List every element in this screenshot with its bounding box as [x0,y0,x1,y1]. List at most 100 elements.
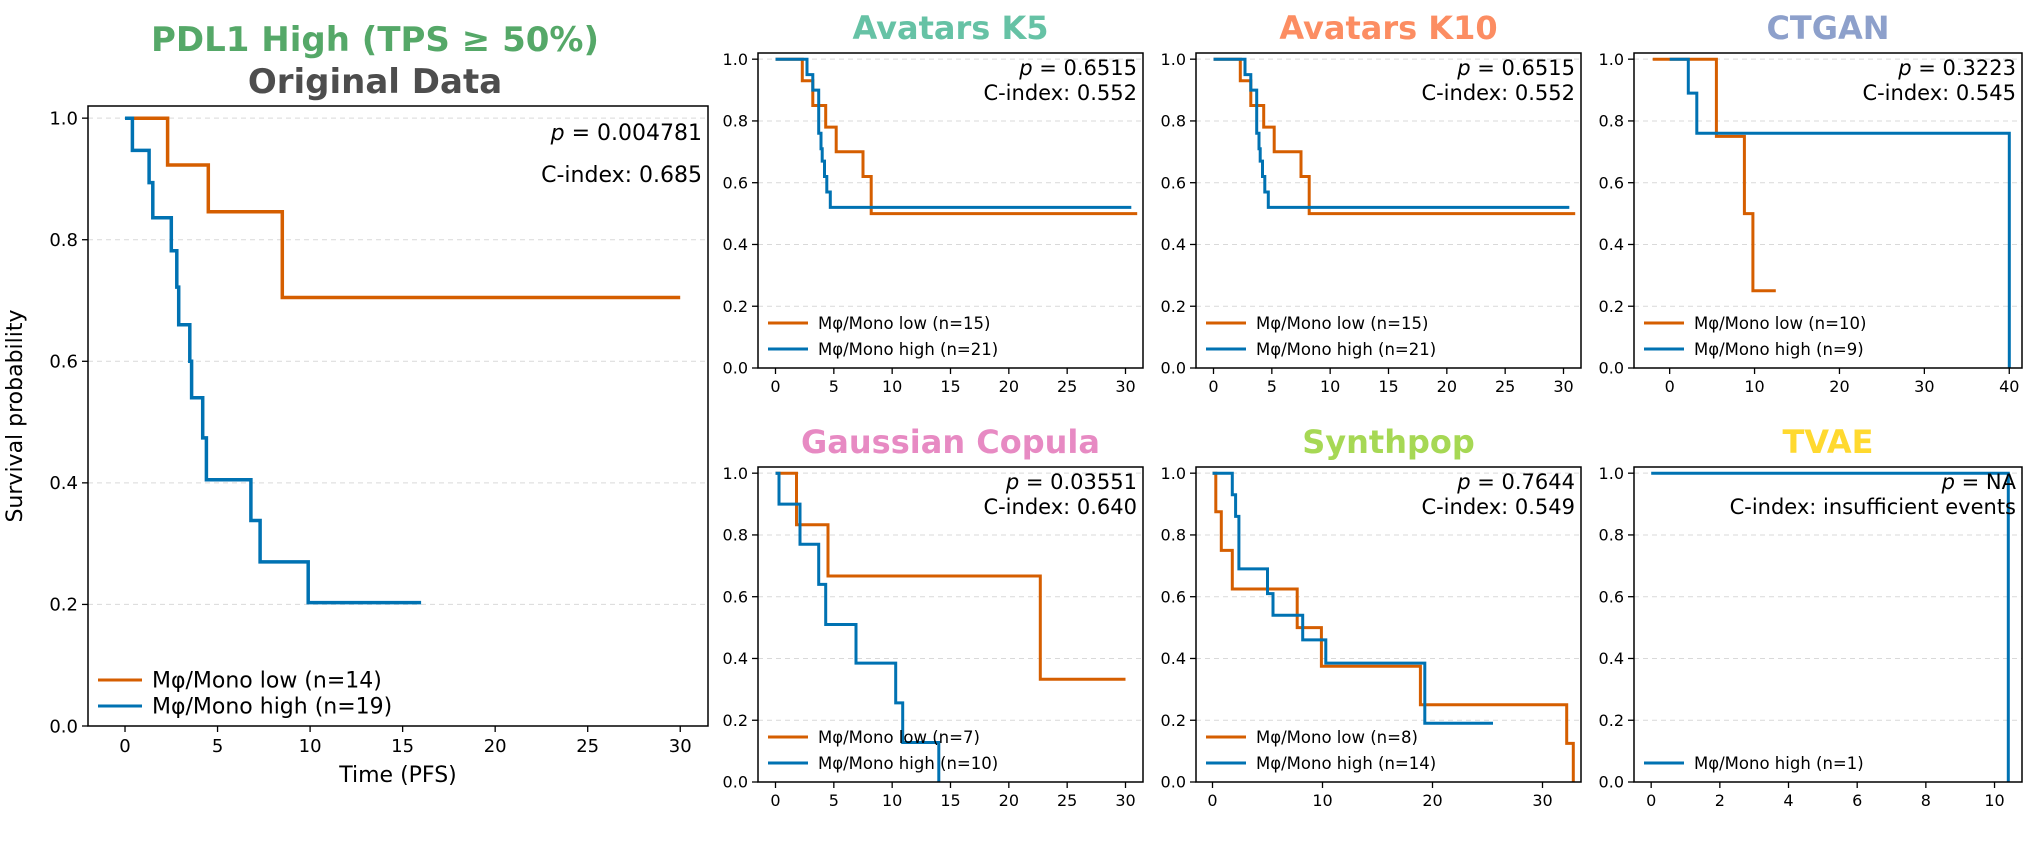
x-tick-label: 30 [1115,791,1135,810]
y-tick-label: 0.4 [723,649,748,668]
y-tick-label: 0.2 [1161,297,1186,316]
y-tick-label: 0.2 [1161,711,1186,730]
y-tick-label: 1.0 [1599,50,1624,69]
y-tick-label: 0.2 [1599,297,1624,316]
y-tick-label: 0.2 [723,297,748,316]
c-index-annotation: C-index: 0.640 [983,495,1137,519]
x-tick-label: 0 [1646,791,1656,810]
series-line-high [775,57,1132,209]
y-tick-label: 0.8 [723,526,748,545]
y-tick-label: 0.0 [723,773,748,792]
y-tick-label: 0.4 [1161,235,1186,254]
c-index-annotation: C-index: 0.552 [983,81,1137,105]
p-value-annotation: p = 0.004781 [550,121,702,146]
y-tick-label: 0.4 [723,235,748,254]
x-tick-label: 0 [1665,377,1675,396]
p-value-annotation: p = 0.3223 [1897,56,2016,80]
chart-avatars-k5: 0.0 0.2 0.4 0.6 0.8 1.0 0 5 10 15 20 25 30 Avatars K5… [723,9,1144,396]
figure-title-line1: PDL1 High (TPS ≥ 50%) [150,20,599,60]
p-value-annotation: p = NA [1941,470,2017,494]
x-tick-label: 20 [999,377,1019,396]
c-index-annotation: C-index: 0.549 [1421,495,1575,519]
panel-title: Avatars K10 [1279,9,1497,47]
chart-gaussian-copula: 0.0 0.2 0.4 0.6 0.8 1.0 0 5 10 15 20 25 30 Gaussian C… [723,423,1144,810]
x-tick-label: 10 [1312,791,1332,810]
y-tick-label: 0.2 [723,711,748,730]
y-axis-label: Survival probability [3,309,28,522]
x-tick-label: 30 [1553,377,1573,396]
y-tick-label: 0.6 [1161,173,1186,192]
y-tick-label: 0.0 [1161,359,1186,378]
legend-label: Mφ/Mono low (n=15) [818,314,990,333]
x-tick-label: 30 [1115,377,1135,396]
y-tick-label: 0.6 [49,352,78,373]
series-line-high [1213,57,1570,209]
y-tick-label: 0.6 [723,587,748,606]
x-tick-label: 25 [1057,791,1077,810]
p-value-annotation: p = 0.6515 [1456,56,1575,80]
x-tick-label: 15 [940,791,960,810]
y-tick-label: 1.0 [723,50,748,69]
x-tick-label: 40 [1999,377,2019,396]
y-tick-label: 0.0 [1599,773,1624,792]
x-tick-label: 20 [484,736,507,757]
y-tick-label: 1.0 [1161,464,1186,483]
chart-original: 0.0 0.2 0.4 0.6 0.8 1.0 0 5 10 15 20 25 30 Time (PFS)… [3,105,709,788]
x-tick-label: 20 [1422,791,1442,810]
series-line-low [775,57,1138,216]
y-tick-label: 1.0 [49,108,78,129]
x-tick-label: 30 [1532,791,1552,810]
p-value-annotation: p = 0.6515 [1018,56,1137,80]
panel-title: CTGAN [1766,9,1889,47]
c-index-annotation: C-index: 0.552 [1421,81,1575,105]
y-tick-label: 0.2 [1599,711,1624,730]
y-tick-label: 0.8 [49,230,78,251]
x-tick-label: 5 [829,377,839,396]
legend-label: Mφ/Mono high (n=10) [818,754,998,773]
legend-label: Mφ/Mono high (n=14) [1256,754,1436,773]
panel-title: TVAE [1782,423,1873,461]
panel-title: Synthpop [1302,423,1475,461]
x-tick-label: 2 [1715,791,1725,810]
y-tick-label: 0.0 [49,716,78,737]
series-line-low [125,116,681,300]
y-tick-label: 0.6 [1599,587,1624,606]
x-tick-label: 5 [829,791,839,810]
x-tick-label: 15 [1378,377,1398,396]
x-tick-label: 10 [299,736,322,757]
axes-frame [1633,52,2023,369]
y-tick-label: 0.4 [49,473,78,494]
x-tick-label: 30 [669,736,692,757]
series-line-low [775,471,1126,681]
y-tick-label: 0.8 [1161,526,1186,545]
c-index-annotation: C-index: 0.685 [541,163,702,188]
axes-frame [87,105,709,727]
x-tick-label: 0 [770,377,780,396]
y-tick-label: 0.6 [723,173,748,192]
legend-label: Mφ/Mono high (n=21) [1256,340,1436,359]
chart-ctgan: 0.0 0.2 0.4 0.6 0.8 1.0 0 10 20 30 40 CTGAN p = 0.32… [1599,9,2023,396]
series-line-high [1651,471,2010,782]
chart-synthpop: 0.0 0.2 0.4 0.6 0.8 1.0 0 10 20 30 Synthpop p = 0.7… [1161,423,1582,810]
legend-label: Mφ/Mono low (n=15) [1256,314,1428,333]
x-tick-label: 0 [1207,791,1217,810]
x-tick-label: 0 [770,791,780,810]
x-tick-label: 10 [882,791,902,810]
x-tick-label: 0 [119,736,130,757]
y-tick-label: 0.4 [1161,649,1186,668]
x-tick-label: 4 [1783,791,1793,810]
chart-avatars-k10: 0.0 0.2 0.4 0.6 0.8 1.0 0 5 10 15 20 25 30 Avatars K1… [1161,9,1582,396]
y-tick-label: 0.8 [723,112,748,131]
legend-label: Mφ/Mono high (n=1) [1694,754,1864,773]
x-tick-label: 20 [999,791,1019,810]
x-tick-label: 25 [1057,377,1077,396]
y-tick-label: 0.8 [1161,112,1186,131]
legend-label: Mφ/Mono high (n=9) [1694,340,1864,359]
x-tick-label: 30 [1914,377,1934,396]
legend-label: Mφ/Mono low (n=7) [818,728,980,747]
x-tick-label: 20 [1437,377,1457,396]
series-line-high [125,116,422,605]
x-tick-label: 5 [1267,377,1277,396]
legend-label: Mφ/Mono high (n=19) [152,695,392,720]
